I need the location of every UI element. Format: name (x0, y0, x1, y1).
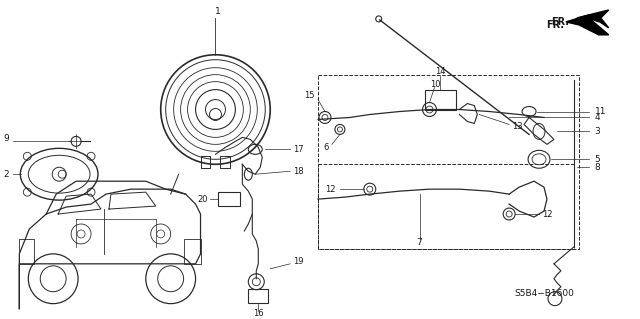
Text: 6: 6 (324, 143, 329, 152)
Text: 5: 5 (595, 155, 600, 164)
Bar (220, 156, 230, 168)
Text: 17: 17 (293, 145, 304, 154)
Text: 15: 15 (305, 91, 315, 100)
Polygon shape (566, 15, 609, 35)
Text: FR.: FR. (551, 17, 569, 27)
Text: 3: 3 (595, 127, 600, 136)
Text: 20: 20 (197, 195, 207, 204)
Text: 18: 18 (293, 167, 304, 176)
Text: S5B4−B1600: S5B4−B1600 (514, 289, 574, 298)
Polygon shape (577, 10, 609, 28)
Text: 11: 11 (595, 107, 606, 116)
Text: 9: 9 (4, 134, 10, 143)
Bar (184, 239, 200, 264)
Bar (19, 239, 35, 264)
Text: 4: 4 (595, 113, 600, 122)
Text: FR.: FR. (546, 20, 564, 30)
Text: 2: 2 (4, 170, 10, 179)
Bar (218, 192, 241, 206)
Text: 16: 16 (253, 309, 264, 318)
Text: 8: 8 (595, 163, 600, 172)
Text: 7: 7 (417, 238, 422, 248)
Text: 10: 10 (430, 80, 441, 89)
Bar (200, 156, 211, 168)
Text: 19: 19 (293, 257, 303, 266)
Text: 12: 12 (325, 185, 336, 194)
Bar (248, 289, 268, 303)
Text: 12: 12 (542, 210, 552, 219)
Text: 14: 14 (435, 67, 445, 76)
Text: 13: 13 (512, 122, 523, 131)
Bar (424, 90, 456, 109)
Text: 1: 1 (214, 7, 220, 17)
